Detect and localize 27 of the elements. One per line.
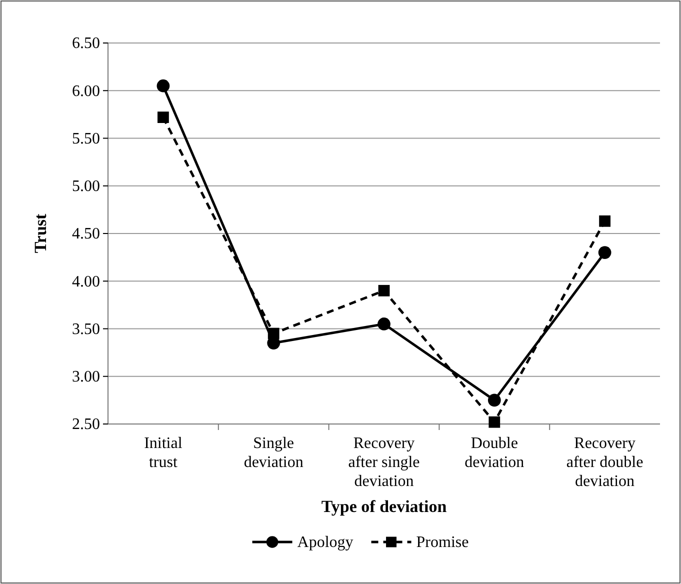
y-tick-label: 3.00 (72, 368, 100, 386)
y-tick-label: 3.50 (72, 320, 100, 338)
legend-label: Promise (416, 534, 469, 551)
x-tick-label: Double deviation (464, 435, 524, 471)
x-axis-title: Type of deviation (321, 497, 448, 516)
legend-label: Apology (297, 534, 354, 551)
y-tick-label: 5.00 (72, 178, 100, 195)
y-tick-label: 4.50 (72, 226, 100, 243)
point (156, 79, 170, 92)
x-tick-label: Recovery after double deviation (566, 435, 644, 490)
point (599, 215, 610, 227)
y-tick-label: 2.50 (72, 416, 100, 434)
point (488, 416, 500, 428)
point (158, 112, 169, 123)
x-tick-label: Single deviation (244, 435, 304, 471)
y-tick-label: 5.50 (72, 130, 100, 148)
y-tick-label: 6.50 (72, 35, 100, 52)
y-tick-label: 6.00 (72, 82, 100, 100)
x-tick-label: Initial trust (144, 435, 183, 471)
y-axis-title: Trust (31, 213, 50, 254)
y-tick-label: 4.00 (72, 273, 100, 290)
point (598, 246, 612, 259)
point (378, 318, 390, 330)
point (268, 328, 280, 340)
point (488, 394, 501, 407)
point (378, 284, 390, 296)
x-tick-label: Recovery after single deviation (348, 435, 420, 490)
